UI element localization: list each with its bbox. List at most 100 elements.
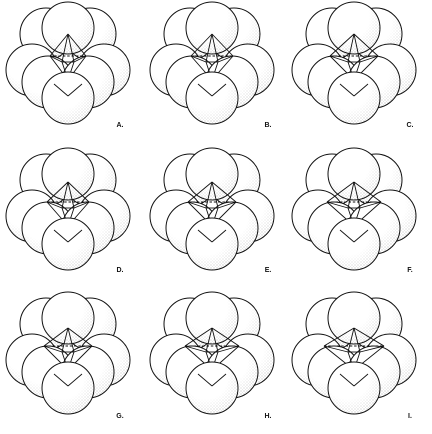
polyhedron-edge: [67, 327, 75, 353]
polyhedron-edge: [53, 229, 69, 243]
polyhedron-edge: [184, 345, 207, 353]
sphere-front: [327, 217, 381, 271]
polyhedron-edge: [217, 201, 237, 209]
polyhedron-edge: [359, 55, 379, 63]
polyhedron-edge: [46, 181, 69, 203]
sphere-front: [327, 71, 381, 125]
panel-label: B.: [265, 122, 272, 129]
sphere-front: [41, 217, 95, 271]
sphere: [327, 147, 381, 201]
polyhedron-edge: [211, 181, 219, 209]
polyhedron-edge: [43, 345, 63, 353]
polyhedron-edge: [353, 33, 379, 57]
polyhedron-edge: [329, 33, 355, 57]
panel-label: G.: [116, 413, 123, 420]
sphere-front: [185, 361, 239, 415]
polyhedron-edge: [211, 33, 219, 63]
panel-i: I.: [291, 291, 417, 420]
panel-a: A.: [5, 1, 131, 129]
sphere-front: [41, 71, 95, 125]
polyhedron-edge: [67, 33, 75, 63]
polyhedron-edge: [49, 55, 63, 63]
polyhedron-edge: [339, 229, 355, 243]
polyhedron-edge: [211, 327, 240, 347]
polyhedron-edge: [347, 327, 355, 353]
polyhedron-edge: [353, 327, 361, 353]
polyhedron-edge: [339, 373, 355, 387]
polyhedron-edge: [353, 83, 369, 97]
polyhedron-edge: [347, 33, 355, 63]
panel-label: E.: [265, 267, 272, 274]
polyhedron-edge: [205, 181, 213, 209]
polyhedron-edge: [205, 33, 213, 63]
polyhedron-edge: [187, 201, 207, 209]
polyhedron-edge: [67, 33, 87, 57]
polyhedron-edge: [67, 181, 75, 209]
polyhedron-edge: [217, 345, 240, 353]
sphere: [41, 1, 95, 55]
polyhedron-edge: [353, 181, 361, 209]
polyhedron-edge: [67, 83, 83, 97]
sphere: [41, 291, 95, 345]
polyhedron-edge: [43, 327, 69, 347]
polyhedron-edge: [217, 55, 234, 63]
polyhedron-edge: [211, 33, 234, 57]
polyhedron-edge: [205, 327, 213, 353]
polyhedron-edge: [49, 33, 69, 57]
polyhedron-edge: [187, 181, 213, 203]
polyhedron-edge: [53, 373, 69, 387]
polyhedron-edge: [211, 373, 227, 387]
polyhedron-edge: [339, 83, 355, 97]
polyhedron-edge: [211, 181, 237, 203]
polyhedron-edge: [359, 345, 385, 353]
polyhedron-edge: [211, 229, 227, 243]
polyhedron-edge: [323, 345, 349, 353]
polyhedron-edge: [190, 33, 213, 57]
sphere: [41, 147, 95, 201]
sphere: [327, 1, 381, 55]
polyhedron-edge: [190, 55, 207, 63]
polyhedron-edge: [359, 201, 382, 209]
polyhedron-edge: [347, 181, 355, 209]
polyhedron-edge: [53, 83, 69, 97]
panel-label: F.: [407, 267, 413, 274]
polyhedron-edge: [353, 181, 382, 203]
polyhedron-edge: [46, 201, 63, 209]
sphere: [327, 291, 381, 345]
polyhedron-edge: [67, 327, 93, 347]
panel-b: B.: [149, 1, 275, 129]
polyhedron-edge: [61, 181, 69, 209]
panel-h: H.: [149, 291, 275, 420]
panel-e: E.: [149, 147, 275, 274]
polyhedron-edge: [184, 327, 213, 347]
panel-d: D.: [5, 147, 131, 274]
panel-label: H.: [265, 413, 272, 420]
polyhedron-edge: [73, 345, 93, 353]
polyhedron-edge: [73, 55, 87, 63]
polyhedron-edge: [326, 201, 349, 209]
polyhedron-edge: [61, 327, 69, 353]
polyhedron-edge: [61, 33, 69, 63]
sphere: [185, 291, 239, 345]
sphere-front: [185, 217, 239, 271]
panel-c: C.: [291, 1, 417, 129]
polyhedron-edge: [211, 83, 227, 97]
sphere-front: [185, 71, 239, 125]
polyhedron-edge: [353, 327, 385, 347]
sphere: [185, 1, 239, 55]
polyhedron-edge: [211, 327, 219, 353]
polyhedron-edge: [67, 181, 90, 203]
polyhedron-edge: [67, 229, 83, 243]
panel-label: C.: [407, 122, 414, 129]
panel-f: F.: [291, 147, 417, 274]
polyhedron-edge: [197, 229, 213, 243]
polyhedron-edge: [73, 201, 90, 209]
polyhedron-edge: [353, 373, 369, 387]
polyhedron-edge: [323, 327, 355, 347]
sphere-front: [41, 361, 95, 415]
panel-g: G.: [5, 291, 131, 420]
polyhedron-edge: [197, 83, 213, 97]
polyhedron-edge: [197, 373, 213, 387]
panel-label: D.: [117, 267, 124, 274]
